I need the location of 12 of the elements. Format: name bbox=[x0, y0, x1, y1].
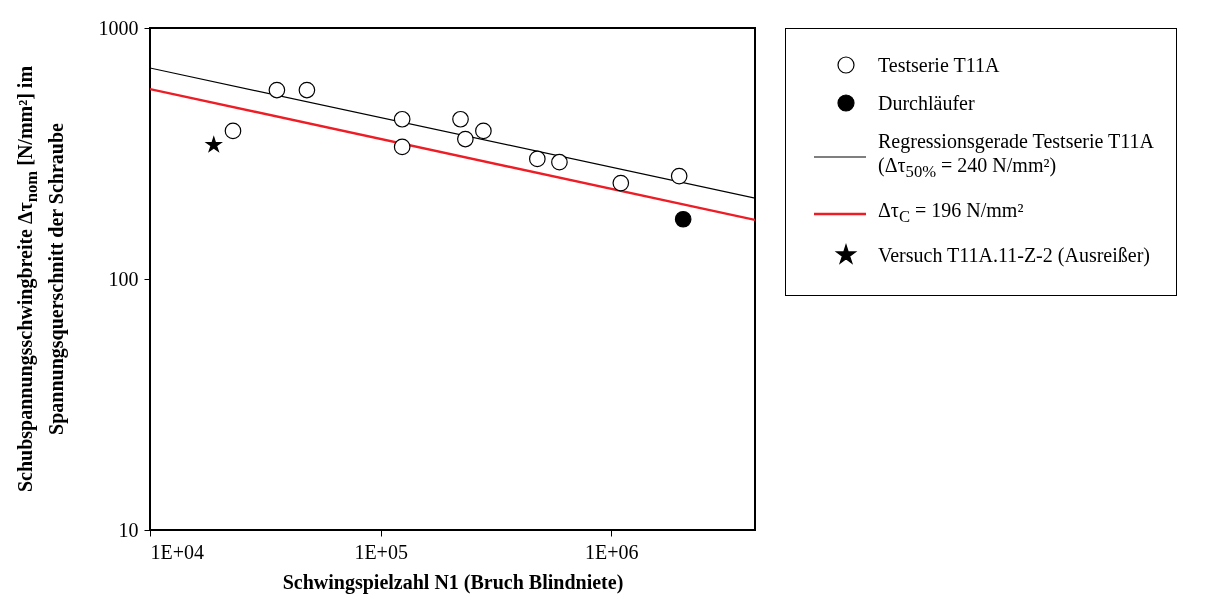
y-tick-label: 1000 bbox=[98, 16, 139, 39]
legend-label: Testserie T11A bbox=[878, 53, 1000, 77]
legend-label: Durchläufer bbox=[878, 91, 975, 115]
x-tick-label: 1E+04 bbox=[150, 540, 204, 563]
legend-label: Versuch T11A.11-Z-2 (Ausreißer) bbox=[878, 243, 1150, 267]
x-tick-label: 1E+05 bbox=[354, 540, 408, 563]
x-tick-label: 1E+06 bbox=[585, 540, 639, 563]
y-tick-label: 10 bbox=[118, 518, 139, 541]
legend-label: Regressionsgerade Testserie T11A (Δτ$_{50%}$ = 240 N/mm²) bbox=[878, 129, 1155, 183]
legend-label: Δτ$_{C}$ = 196 N/mm² bbox=[878, 198, 1024, 228]
y-tick-label: 100 bbox=[108, 267, 139, 290]
x-axis-title: Schwingspielzahl N1 (Bruch Blindniete) bbox=[282, 570, 624, 594]
